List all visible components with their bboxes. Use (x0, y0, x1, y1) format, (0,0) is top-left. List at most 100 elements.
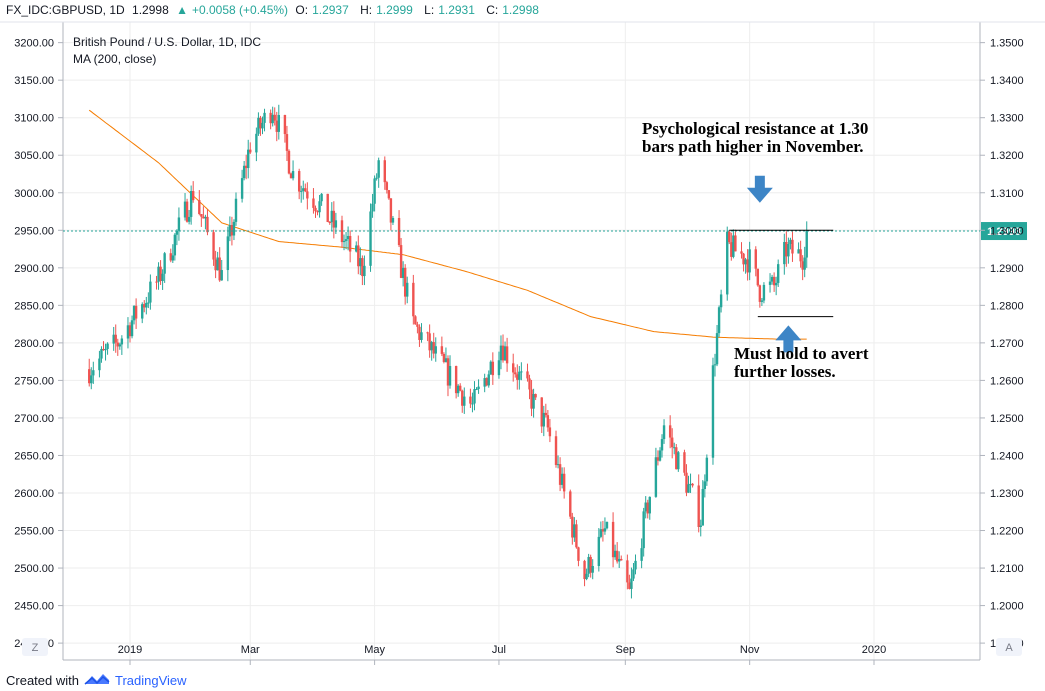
candle-body (216, 257, 219, 271)
candle-body (134, 305, 138, 319)
candle-body (732, 235, 735, 257)
candle-body (373, 178, 376, 204)
candle-body (628, 582, 631, 589)
candle-body (715, 333, 719, 365)
candle-body (344, 239, 348, 241)
left-axis-ticks: 3200.00 3150.00 3100.00 3050.00 3000.00 2950.… (14, 38, 63, 650)
candle-body (100, 348, 103, 359)
candle-body (147, 302, 150, 304)
auto-scale-button[interactable]: A (996, 638, 1022, 656)
candle-body (740, 251, 743, 254)
candle-body (516, 374, 519, 380)
candle-body (485, 378, 488, 386)
tradingview-logo-icon[interactable] (84, 672, 110, 689)
candle-body (591, 565, 594, 573)
left-tick-label: 3000.00 (14, 188, 54, 200)
candle-body (677, 452, 680, 470)
annotation-line: Psychological resistance at 1.30 (642, 119, 868, 138)
candle-body (717, 307, 721, 334)
candle-body (730, 242, 733, 257)
price-tick-label: 1.3200 (990, 150, 1024, 162)
high-label: H: (360, 3, 373, 17)
candle-body (473, 389, 476, 404)
candle-body (143, 304, 146, 308)
candle-body (477, 386, 480, 390)
time-tick-label: Nov (740, 644, 760, 656)
candle-body (791, 239, 794, 254)
low-value: 1.2931 (438, 3, 475, 17)
footer: Created with TradingView (6, 672, 187, 689)
candle-body (646, 502, 649, 514)
candle-body (620, 558, 623, 561)
tradingview-brand[interactable]: TradingView (114, 673, 187, 688)
right-axis-ticks: 1.35001.34001.33001.32001.31001.30001.29… (980, 38, 1024, 650)
price-tick-label: 1.3300 (990, 113, 1024, 125)
candle-body (671, 437, 674, 448)
candle-body (130, 320, 134, 337)
left-tick-label: 2600.00 (14, 488, 54, 500)
candle-body (240, 178, 244, 199)
candle-body (187, 216, 191, 222)
candle-body (106, 343, 109, 349)
symbol-name[interactable]: FX_IDC:GBPUSD, 1D (6, 3, 125, 17)
left-tick-label: 2700.00 (14, 413, 54, 425)
candle-body (758, 285, 762, 302)
candle-body (90, 375, 93, 384)
candle-body (269, 112, 272, 124)
candle-body (746, 259, 749, 273)
candle-body (789, 239, 792, 244)
candle-body (434, 346, 437, 354)
candle-body (770, 276, 774, 282)
close-value: 1.2998 (502, 3, 539, 17)
candle-body (283, 115, 287, 135)
candle-body (801, 261, 804, 270)
price-tick-label: 1.3500 (990, 38, 1024, 50)
price-tick-label: 1.2000 (990, 601, 1024, 613)
high-value: 1.2999 (376, 3, 413, 17)
candle-body (273, 114, 276, 121)
price-tick-label: 1.2300 (990, 488, 1024, 500)
candle-body (88, 369, 91, 384)
candle-body (787, 243, 790, 257)
left-tick-label: 2550.00 (14, 526, 54, 538)
candle-body (426, 332, 429, 334)
candle-body (234, 198, 238, 222)
candle-body (401, 267, 405, 278)
candle-body (261, 122, 264, 129)
candle-body (249, 149, 252, 153)
candle-body (412, 282, 415, 317)
candle-body (475, 389, 478, 391)
candle-body (615, 550, 619, 562)
candle-body (534, 394, 537, 398)
candle-body (391, 217, 395, 223)
candle-body (169, 253, 172, 261)
candle-body (387, 190, 391, 199)
candle-body (461, 390, 464, 406)
left-tick-label: 2850.00 (14, 300, 54, 312)
arrow-down-icon (746, 175, 773, 203)
candle-body (377, 160, 380, 178)
candle-body (685, 472, 688, 493)
candle-body (271, 114, 274, 124)
candle-body (762, 284, 766, 301)
candle-body (371, 203, 374, 212)
candle-body (683, 452, 686, 473)
candle-body (357, 245, 360, 267)
candle-body (185, 201, 189, 222)
candle-body (514, 372, 517, 375)
candle-body (320, 193, 323, 202)
candle-body (703, 481, 707, 490)
candle-body (630, 578, 633, 589)
candle-body (212, 232, 215, 260)
candle-body (618, 558, 621, 562)
candle-body (200, 213, 203, 217)
candle-body (177, 217, 181, 231)
candle-body (112, 334, 115, 344)
candle-body (456, 385, 460, 394)
candle-body (383, 160, 386, 183)
time-tick-label: 2019 (118, 644, 142, 656)
reset-scale-button[interactable]: Z (22, 638, 48, 656)
candle-body (302, 188, 305, 191)
candle-body (642, 511, 645, 549)
